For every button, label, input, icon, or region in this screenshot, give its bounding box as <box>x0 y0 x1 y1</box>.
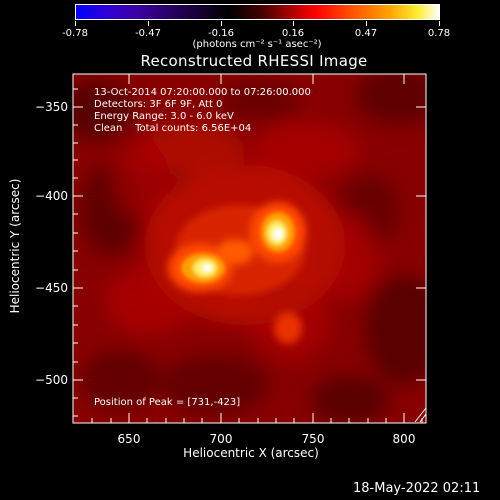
colorbar-tick <box>439 21 440 26</box>
background-mottling <box>73 74 426 423</box>
render-timestamp: 18-May-2022 02:11 <box>353 481 481 496</box>
y-axis-minor-ticks <box>73 88 78 417</box>
plot-title: Reconstructed RHESSI Image <box>140 52 368 70</box>
flare-kernels <box>181 212 295 283</box>
colorbar-tick-label: 0.78 <box>427 28 451 39</box>
colorbar-tick-label: -0.47 <box>135 28 161 39</box>
x-tick-label: 650 <box>117 432 141 446</box>
detectors-text: Detectors: 3F 6F 9F, Att 0 <box>94 99 223 110</box>
y-tick-label: −400 <box>35 189 68 203</box>
x-axis-minor-ticks <box>91 418 423 423</box>
colorbar-tick <box>75 21 76 26</box>
plot-frame <box>72 73 427 424</box>
reconstructed-image <box>73 74 426 423</box>
x-axis-ticks <box>128 74 405 423</box>
clean-counts-text: Clean Total counts: 6.56E+04 <box>94 123 252 134</box>
y-axis-ticks <box>73 106 426 381</box>
colorbar-tick-label: 0.47 <box>354 28 378 39</box>
colorbar-tick <box>221 21 222 26</box>
colorbar-tick <box>148 21 149 26</box>
x-tick-label: 700 <box>209 432 233 446</box>
y-tick-label: −450 <box>35 281 68 295</box>
y-axis-label: Heliocentric Y (arcsec) <box>8 178 22 314</box>
peak-position-text: Position of Peak = [731,-423] <box>94 397 241 408</box>
colorbar-tick <box>366 21 367 26</box>
y-tick-label: −500 <box>35 373 68 387</box>
colorbar <box>75 4 440 20</box>
x-tick-label: 800 <box>392 432 416 446</box>
time-range-text: 13-Oct-2014 07:20:00.000 to 07:26:00.000 <box>94 87 311 98</box>
colorbar-tick-label: 0.16 <box>281 28 305 39</box>
colorbar-tick-label: -0.16 <box>208 28 234 39</box>
colorbar-tick <box>293 21 294 26</box>
colorbar-tick-label: -0.78 <box>62 28 88 39</box>
colorbar-units: (photons cm⁻² s⁻¹ asec⁻²) <box>192 39 322 50</box>
energy-range-text: Energy Range: 3.0 - 6.0 keV <box>94 111 234 122</box>
x-tick-label: 750 <box>301 432 325 446</box>
y-tick-label: −350 <box>35 100 68 114</box>
x-axis-label: Heliocentric X (arcsec) <box>183 446 319 460</box>
